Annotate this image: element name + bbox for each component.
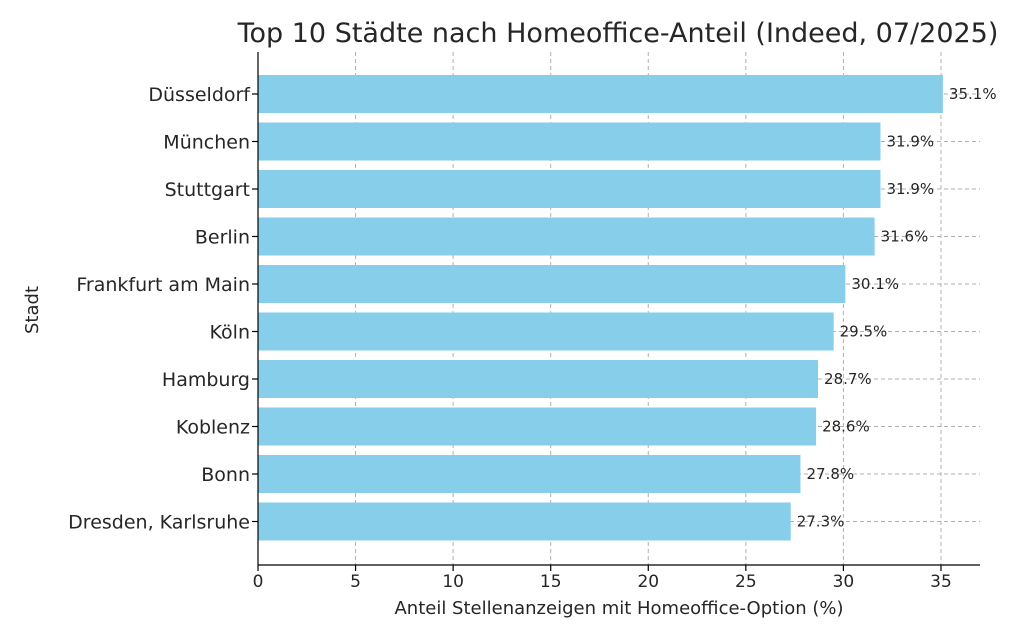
bar — [258, 312, 834, 351]
value-label: 31.6% — [881, 228, 929, 246]
value-label: 31.9% — [886, 180, 934, 198]
value-label: 30.1% — [851, 275, 899, 293]
bar — [258, 455, 801, 493]
bar — [258, 170, 881, 208]
x-tick-label: 0 — [253, 572, 264, 592]
value-label: 29.5% — [840, 323, 888, 341]
x-tick-label: 25 — [735, 572, 757, 592]
axes — [257, 52, 980, 566]
y-tick-label: München — [163, 132, 250, 154]
y-axis-label: Stadt — [22, 286, 43, 334]
bar — [258, 122, 881, 161]
x-tick-label: 30 — [833, 572, 855, 592]
value-label: 27.3% — [797, 513, 845, 531]
bars — [258, 75, 943, 541]
x-tick-labels: 0 5 10 15 20 25 30 35 — [253, 565, 952, 592]
value-label: 31.9% — [886, 133, 934, 151]
y-tick-labels: Düsseldorf München Stuttgart Berlin Frankfur… — [68, 84, 258, 534]
x-axis-label: Anteil Stellenanzeigen mit Homeoffice-Op… — [394, 598, 843, 619]
value-label: 28.6% — [822, 418, 870, 436]
y-tick-label: Berlin — [195, 227, 250, 249]
value-label: 28.7% — [824, 370, 872, 388]
value-label: 27.8% — [806, 465, 854, 483]
x-tick-label: 5 — [350, 572, 361, 592]
y-tick-label: Düsseldorf — [148, 84, 251, 106]
value-label: 35.1% — [949, 85, 997, 103]
value-labels: 35.1% 31.9% 31.9% 31.6% 30.1% 29.5% 28.7% 28.6%… — [797, 85, 997, 531]
y-tick-label: Hamburg — [162, 369, 250, 391]
x-tick-label: 35 — [930, 572, 952, 592]
y-tick-label: Koblenz — [176, 417, 250, 439]
bar — [258, 407, 817, 446]
bar — [258, 502, 791, 541]
x-tick-label: 20 — [637, 572, 659, 592]
bar — [258, 360, 819, 398]
y-tick-label: Bonn — [201, 464, 250, 486]
bar — [258, 75, 943, 113]
x-tick-label: 15 — [540, 572, 562, 592]
x-tick-label: 10 — [442, 572, 464, 592]
bar — [258, 217, 875, 256]
y-tick-label: Dresden, Karlsruhe — [68, 512, 250, 534]
y-tick-label: Stuttgart — [165, 179, 250, 201]
chart-title: Top 10 Städte nach Homeoffice-Anteil (In… — [237, 18, 999, 49]
y-tick-label: Frankfurt am Main — [76, 274, 250, 296]
y-tick-label: Köln — [210, 322, 250, 344]
bar — [258, 265, 846, 303]
